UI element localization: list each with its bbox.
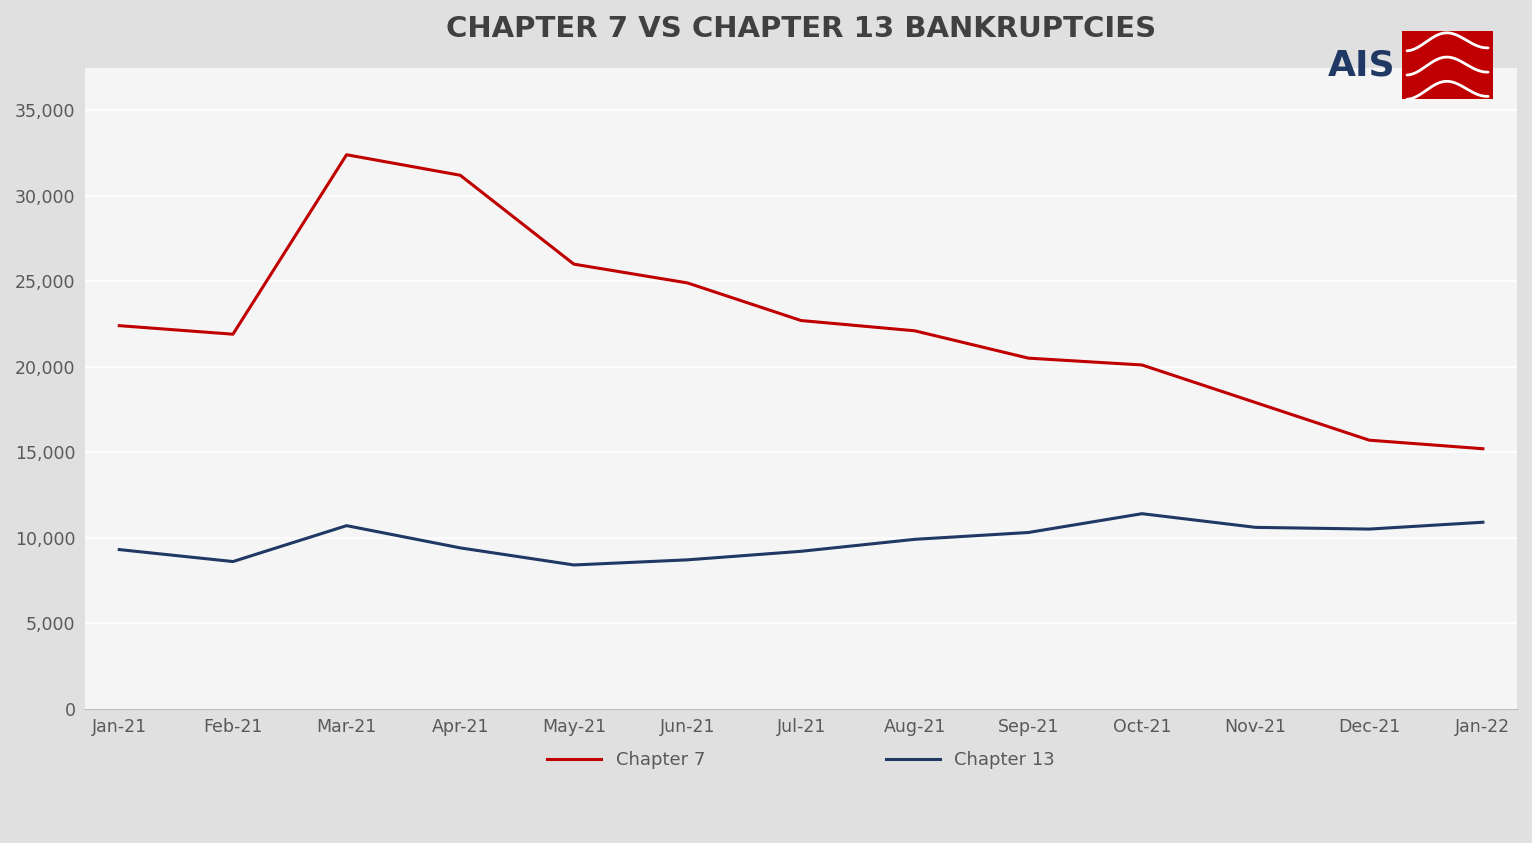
Text: AIS: AIS xyxy=(1328,48,1396,83)
Title: CHAPTER 7 VS CHAPTER 13 BANKRUPTCIES: CHAPTER 7 VS CHAPTER 13 BANKRUPTCIES xyxy=(446,15,1157,43)
Legend: Chapter 7, Chapter 13: Chapter 7, Chapter 13 xyxy=(539,744,1062,776)
FancyBboxPatch shape xyxy=(1402,31,1494,99)
